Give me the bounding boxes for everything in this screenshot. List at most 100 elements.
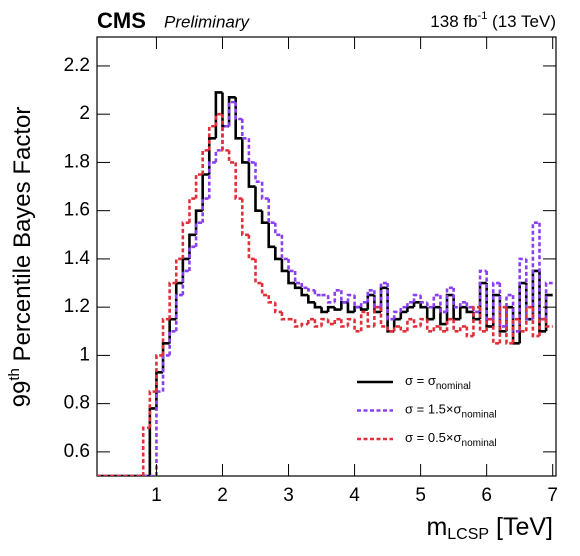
histogram-step (439, 295, 448, 314)
plot-frame (96, 36, 557, 477)
histogram-step (326, 319, 335, 326)
histogram-step (511, 317, 520, 344)
histogram-step (472, 305, 481, 337)
histogram-step (465, 307, 474, 314)
histogram-step (260, 181, 269, 200)
y-tick-label: 1.4 (64, 248, 91, 269)
histogram-step (174, 293, 183, 332)
lumi: 138 fb-1 (13 TeV) (430, 10, 556, 32)
histogram-step (267, 198, 276, 225)
histogram-step (247, 234, 256, 261)
histogram-step (538, 317, 547, 337)
histogram-step (412, 319, 421, 328)
histogram-step (280, 311, 289, 321)
histogram-step (260, 210, 269, 225)
histogram-step (161, 317, 170, 356)
x-tick-label: 1 (151, 485, 162, 506)
histogram-step (155, 390, 164, 476)
histogram-step (458, 301, 467, 308)
histogram-step (333, 288, 342, 303)
histogram-step (148, 407, 157, 476)
histogram-step (141, 426, 150, 476)
histogram-step (359, 301, 368, 308)
histogram-step (313, 290, 322, 297)
histogram-step (544, 319, 553, 328)
histogram-step (491, 319, 500, 345)
histogram-step (478, 307, 487, 333)
histogram-step (346, 317, 355, 327)
histogram-step (240, 119, 249, 140)
histogram-step (544, 281, 553, 320)
histogram-step (425, 302, 434, 309)
histogram-step (333, 317, 342, 325)
histogram-step (518, 257, 527, 332)
histogram-step (274, 302, 282, 314)
histogram-step (247, 138, 256, 164)
x-tick-label: 4 (349, 485, 360, 506)
histogram-step (234, 102, 243, 121)
histogram-step (531, 307, 540, 338)
histogram-step (307, 317, 315, 325)
histogram-step (399, 326, 408, 333)
histogram-step (207, 161, 216, 199)
histogram-step (300, 322, 309, 327)
histogram-step (340, 290, 348, 304)
histogram-step (419, 295, 428, 304)
histogram-step (221, 114, 230, 152)
histogram-step (340, 319, 348, 328)
histogram-step (419, 302, 428, 309)
histogram-step (320, 317, 329, 327)
histogram-step (260, 283, 269, 297)
histogram-step (353, 295, 362, 309)
histogram-step (511, 295, 520, 333)
histogram-step (373, 290, 381, 309)
histogram-step (307, 287, 315, 292)
histogram-step (465, 302, 474, 309)
histogram-step (531, 221, 540, 320)
x-tick-label: 5 (415, 485, 426, 506)
histogram-step (366, 311, 375, 328)
histogram-step (326, 295, 335, 304)
histogram-step (307, 295, 315, 304)
histogram-step (346, 302, 355, 314)
histogram-step (274, 246, 282, 261)
histogram-step (432, 293, 441, 308)
histogram-step (254, 186, 263, 212)
histogram-step (498, 305, 507, 344)
x-tick-label: 7 (547, 485, 558, 506)
histogram-step (194, 173, 203, 199)
histogram-step (267, 295, 276, 304)
histogram-step (188, 245, 197, 271)
histogram-step (254, 258, 263, 285)
legend-label: σ = 1.5×σnominal (405, 402, 497, 420)
histogram-step (287, 270, 296, 285)
histogram-step (214, 112, 223, 127)
histogram-step (201, 197, 210, 223)
histogram-step (524, 258, 533, 321)
histogram-step (148, 390, 157, 428)
histogram-step (379, 281, 388, 308)
histogram-step (353, 319, 362, 333)
curves (97, 91, 553, 476)
histogram-step (326, 305, 335, 312)
legend-label: σ = σnominal (405, 373, 471, 391)
histogram-step (439, 326, 448, 333)
histogram-step (452, 319, 461, 333)
histogram-step (399, 305, 408, 312)
y-tick-label: 2.2 (64, 55, 90, 76)
histogram-step (274, 222, 282, 237)
histogram-step (293, 319, 302, 328)
histogram-step (399, 310, 408, 320)
y-tick-label: 1.8 (64, 151, 90, 172)
histogram-step (406, 301, 415, 308)
histogram-step (406, 305, 415, 312)
histogram-step (227, 100, 236, 127)
histogram-step (181, 269, 190, 296)
histogram-step (234, 162, 243, 200)
histogram-step (287, 258, 296, 273)
histogram-step (419, 317, 428, 327)
histogram-step (313, 302, 322, 309)
legend-label: σ = 0.5×σnominal (405, 430, 497, 448)
histogram-step (386, 283, 395, 321)
